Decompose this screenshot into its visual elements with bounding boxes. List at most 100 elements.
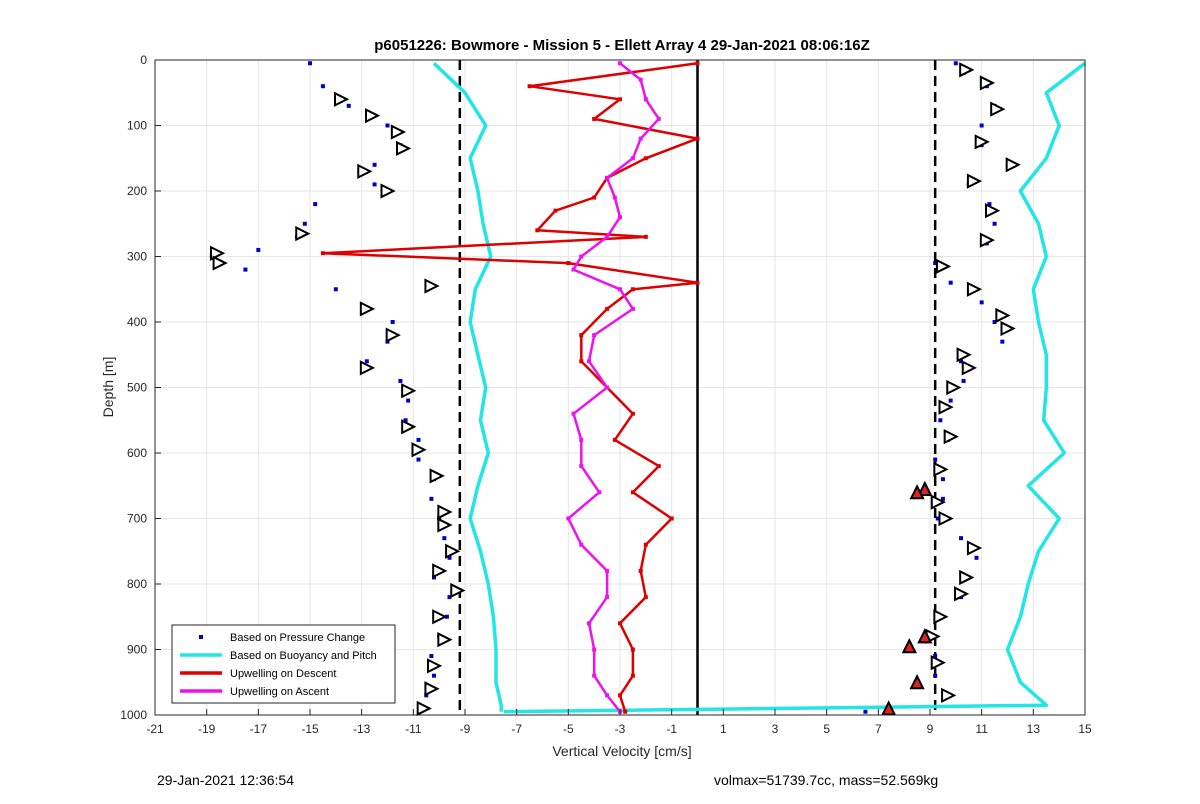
triangle-marker-ascent [943,429,959,445]
upwelling-on-ascent-point [597,490,602,495]
triangle-marker-ascent [979,232,996,248]
triangle-marker-descent [357,163,373,179]
pressure-ascent-point [974,555,979,560]
red-triangle-marker [881,700,897,716]
triangle-marker-ascent [933,461,949,477]
triangle-marker-ascent [990,101,1006,117]
upwelling-on-descent-point [630,490,635,495]
upwelling-on-ascent-point [630,306,635,311]
triangle-marker-descent [424,681,440,697]
pressure-ascent-point [863,709,868,714]
upwelling-on-ascent-point [605,693,610,698]
x-tick-label: -17 [250,722,268,736]
upwelling-on-ascent-point [638,136,643,141]
upwelling-on-ascent-point [605,568,610,573]
upwelling-on-descent-point [553,208,558,213]
pressure-descent-point [256,247,261,252]
upwelling-on-ascent-point [605,385,610,390]
pressure-ascent-point [948,280,953,285]
upwelling-on-ascent-point [566,516,571,521]
upwelling-on-ascent-point [579,437,584,442]
pressure-descent-point [447,555,452,560]
red-triangle-marker [909,484,925,500]
x-tick-label: -13 [353,722,371,736]
upwelling-on-descent-point [592,116,597,121]
upwelling-on-ascent-point [618,287,622,292]
upwelling-on-ascent-point [579,254,584,259]
triangle-marker-descent [401,419,417,435]
triangle-marker-descent [380,183,396,199]
triangle-marker-ascent [985,203,1001,219]
triangle-marker-ascent [966,173,983,189]
upwelling-on-ascent-point [579,542,584,547]
pressure-ascent-point [933,673,938,678]
pressure-ascent-point [938,418,943,423]
pressure-ascent-point [992,320,997,324]
triangle-marker-descent [334,91,350,107]
upwelling-on-ascent-point [592,647,597,652]
pressure-ascent-point [933,654,938,659]
pressure-descent-point [372,182,377,187]
pressure-ascent-point [940,496,945,501]
triangle-marker-descent [416,700,432,717]
upwelling-on-descent-point [527,84,532,89]
triangle-marker-descent [396,140,412,157]
x-tick-label: -1 [666,722,677,736]
pressure-descent-point [346,103,351,108]
y-tick-label: 600 [127,446,147,460]
red-triangle-marker [909,674,925,690]
pressure-ascent-point [961,378,966,383]
pressure-ascent-point [933,457,938,462]
pressure-ascent-point [933,261,938,266]
reference-lines [458,60,937,715]
pressure-ascent-point [953,61,958,66]
upwelling-on-descent-point [656,464,661,469]
pressure-descent-point [398,378,403,383]
upwelling-on-ascent-point [587,621,591,626]
pressure-descent-point [406,398,411,403]
pressure-descent-point [432,673,436,678]
pressure-descent-point [333,287,338,292]
triangle-marker-ascent [961,360,977,376]
pressure-ascent-point [959,359,963,364]
triangle-marker-ascent [930,494,946,510]
x-tick-label: -11 [405,722,422,736]
triangle-marker-descent [437,632,453,648]
pressure-descent-point [302,221,307,226]
triangle-marker-ascent [938,510,954,527]
x-tick-label: -9 [460,722,471,736]
x-tick-label: -15 [301,722,319,736]
y-tick-label: 800 [127,577,147,591]
pressure-descent-point [403,418,408,423]
upwelling-on-descent-point [605,306,610,311]
pressure-ascent-point [979,300,984,305]
upwelling-on-descent-point [695,280,700,285]
footer-info: volmax=51739.7cc, mass=52.569kg [714,772,939,788]
triangle-marker-descent [401,383,417,399]
x-tick-label: 5 [823,722,830,736]
pressure-ascent-point [959,536,963,541]
upwelling-on-descent-point [669,516,674,521]
y-axis-ticks: 0 100 200 300 400 500 600 700 800 900 1000 [120,53,161,722]
upwelling-on-descent-point [535,228,540,233]
triangle-marker-descent [427,658,443,674]
upwelling-on-ascent-point [579,464,584,469]
pressure-ascent-point [987,202,992,207]
triangle-marker-ascent [1000,320,1016,337]
pressure-descent-point [429,654,434,659]
x-tick-label: -5 [563,722,574,736]
triangle-marker-descent [212,255,228,271]
legend-swatch-point [199,635,203,639]
triangle-marker-ascent [959,569,975,586]
red-triangle-marker [917,628,933,644]
upwelling-on-ascent-point [656,116,661,121]
pressure-descent-point [385,123,390,128]
pressure-descent-point [390,320,395,324]
legend-label: Upwelling on Descent [230,668,336,680]
y-tick-label: 100 [127,119,147,133]
footer-timestamp: 29-Jan-2021 12:36:54 [157,772,294,788]
legend-label: Based on Pressure Change [230,632,365,644]
upwelling-on-ascent-point [592,673,597,678]
x-tick-label: 3 [772,722,779,736]
